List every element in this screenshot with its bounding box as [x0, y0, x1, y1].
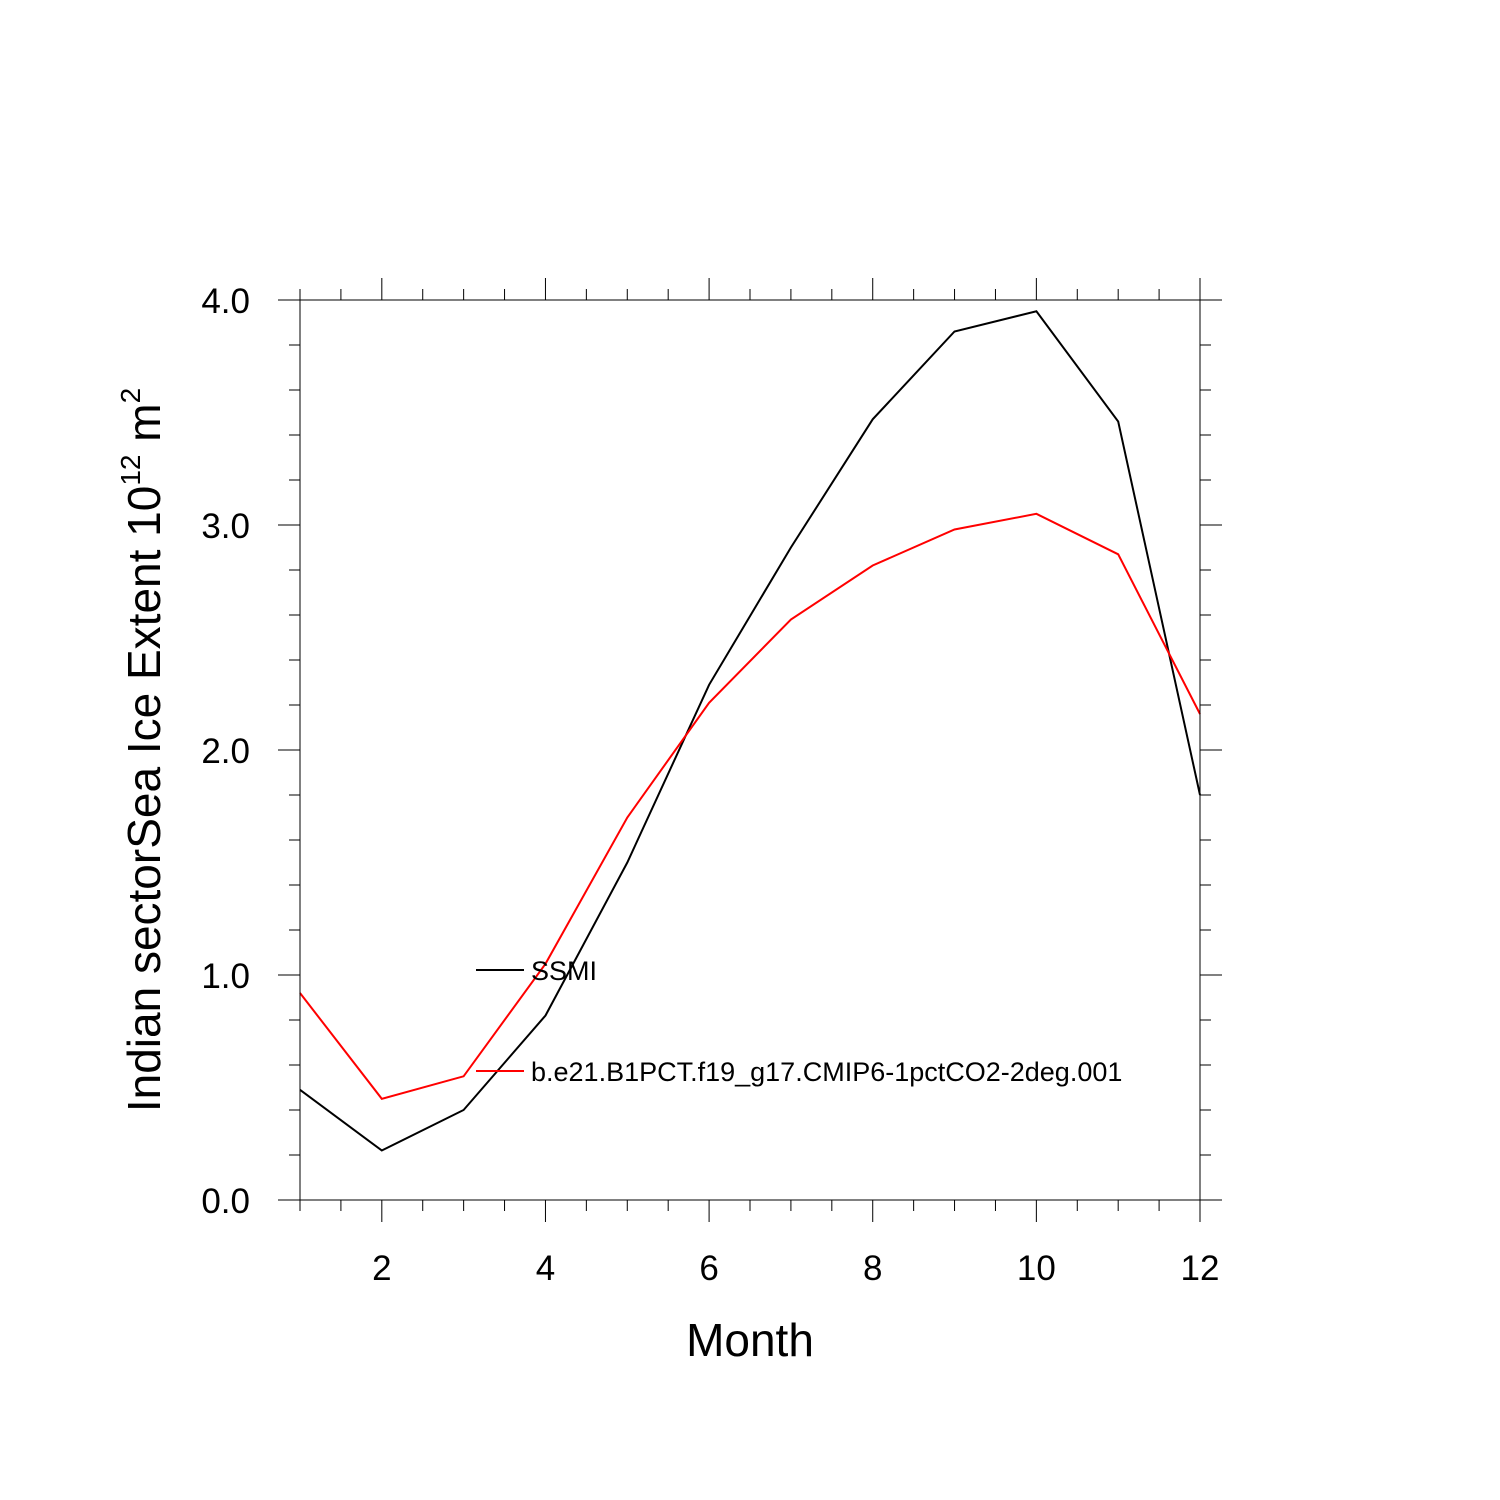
y-axis-title: Indian sectorSea Ice Extent 1012 m2: [115, 388, 170, 1112]
y-tick-label: 0.0: [201, 1182, 250, 1221]
y-tick-label: 3.0: [201, 507, 250, 546]
tick-labels: 2 4 6 8 10 12 0.0 1.0 2.0 3.0 4.0: [201, 282, 1219, 1288]
x-tick-label: 8: [863, 1249, 882, 1288]
plot-series: [299, 310, 1201, 1152]
series-line-ssmi: [299, 310, 1201, 1152]
y-tick-label: 2.0: [201, 732, 250, 771]
plot-frame: [299, 299, 1201, 1201]
y-axis-title-unit-exponent: 2: [115, 388, 146, 404]
legend: SSMI b.e21.B1PCT.f19_g17.CMIP6-1pctCO2-2d…: [476, 956, 1122, 1087]
y-axis-title-exponent: 12: [115, 455, 146, 486]
x-axis-title: Month: [686, 1314, 814, 1366]
series-line-model: [299, 512, 1201, 1100]
x-tick-label: 6: [699, 1249, 718, 1288]
x-tick-label: 2: [372, 1249, 391, 1288]
y-tick-label: 4.0: [201, 282, 250, 321]
x-tick-label: 12: [1181, 1249, 1220, 1288]
legend-label: b.e21.B1PCT.f19_g17.CMIP6-1pctCO2-2deg.0…: [531, 1057, 1122, 1087]
legend-label: SSMI: [531, 956, 597, 986]
x-tick-label: 10: [1017, 1249, 1056, 1288]
x-tick-label: 4: [536, 1249, 555, 1288]
y-axis-title-unit: m: [118, 403, 170, 454]
y-tick-label: 1.0: [201, 957, 250, 996]
y-axis-title-main: Indian sectorSea Ice Extent 10: [118, 486, 170, 1113]
axis-ticks: [278, 278, 1222, 1222]
